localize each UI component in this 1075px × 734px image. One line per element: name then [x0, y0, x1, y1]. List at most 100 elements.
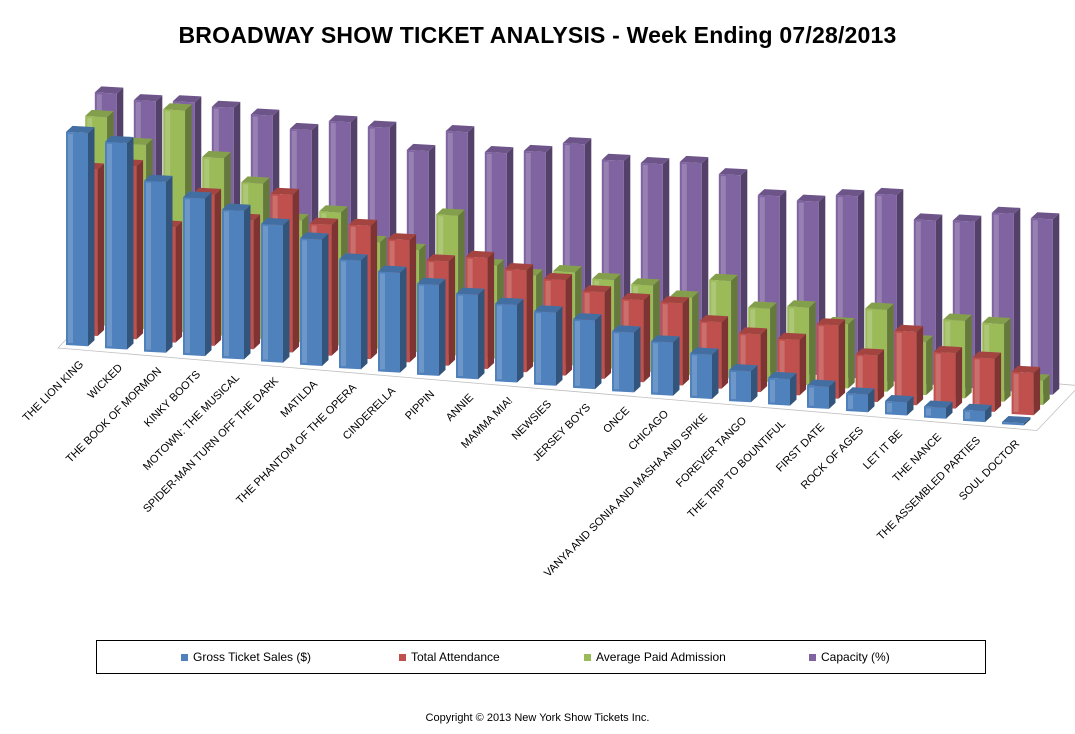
bar-side-face [439, 278, 446, 376]
bar-highlight [848, 395, 853, 409]
legend-swatch-gross [181, 654, 188, 661]
bar-side-face [838, 319, 846, 399]
bar-highlight [185, 199, 190, 353]
bar-highlight [146, 182, 151, 350]
bar-top-face [972, 351, 1002, 359]
bar-highlight [837, 197, 843, 376]
bar-side-face [1052, 213, 1060, 395]
bar-side-face [127, 137, 134, 350]
bar-top-face [582, 285, 612, 293]
bar-top-face [417, 277, 446, 285]
bar-1-21 [846, 387, 875, 413]
legend-item-gross: Gross Ticket Sales ($) [181, 650, 311, 664]
bar-top-face [924, 400, 953, 408]
bar-front-face [729, 370, 751, 403]
bar-top-face [729, 364, 758, 372]
bar-highlight [740, 335, 746, 389]
bar-top-face [163, 103, 192, 111]
bar-front-face [183, 197, 205, 357]
bar-1-6 [261, 217, 290, 363]
legend-item-average-paid: Average Paid Admission [584, 650, 726, 664]
bar-front-face [339, 259, 361, 370]
bar-side-face [701, 157, 709, 366]
copyright-footer: Copyright © 2013 New York Show Tickets I… [425, 712, 650, 724]
category-label: THE LION KING [21, 359, 87, 425]
bar-side-face [946, 401, 953, 419]
bar-top-face [651, 335, 680, 343]
bar-side-face [935, 214, 943, 385]
bar-1-4 [183, 191, 212, 357]
bar-highlight [458, 295, 463, 376]
bar-side-face [848, 318, 855, 389]
legend-label-average-paid: Average Paid Admission [596, 650, 726, 664]
bar-top-face [105, 135, 134, 143]
bar-side-face [751, 365, 758, 403]
bar-front-face [456, 293, 478, 380]
bar-top-face [289, 122, 319, 131]
bar-front-face [885, 401, 907, 416]
bar-top-face [504, 263, 534, 271]
bar-highlight [887, 403, 892, 413]
bar-side-face [955, 347, 963, 409]
bar-side-face [857, 190, 865, 379]
bar-top-face [631, 278, 660, 286]
bar-2-25 [1011, 365, 1041, 416]
bar-top-face [601, 153, 631, 161]
bar-highlight [1032, 220, 1038, 392]
bar-top-face [270, 187, 300, 195]
bar-top-face [211, 100, 241, 108]
bar-top-face [874, 187, 904, 196]
legend-item-attendance: Total Attendance [399, 650, 500, 664]
legend-swatch-average-paid [584, 654, 591, 661]
bar-front-face [573, 319, 595, 390]
bar-top-face [982, 316, 1011, 324]
bar-highlight [1013, 373, 1019, 412]
bar-front-face [933, 351, 956, 409]
bar-front-face [846, 393, 868, 413]
bar-front-face [222, 209, 244, 360]
bar-top-face [445, 125, 475, 133]
legend-label-attendance: Total Attendance [411, 650, 500, 664]
bar-highlight [720, 176, 726, 366]
bar-top-face [484, 146, 514, 154]
bar-top-face [66, 125, 95, 134]
category-label: LET IT BE [861, 428, 905, 472]
bar-top-face [241, 176, 270, 184]
bar-top-face [835, 189, 865, 197]
chart-bars [66, 86, 1060, 426]
bar-front-face [972, 357, 995, 412]
bar-highlight [419, 285, 424, 373]
bar-side-face [779, 190, 787, 372]
bar-highlight [770, 379, 775, 403]
bar-highlight [497, 305, 502, 380]
bar-1-3 [144, 174, 173, 353]
legend-item-capacity: Capacity (%) [809, 650, 890, 664]
bar-top-face [250, 108, 280, 116]
bar-top-face [328, 115, 358, 123]
bar-front-face [1002, 422, 1024, 426]
bar-1-13 [534, 305, 563, 386]
bar-front-face [612, 331, 634, 393]
bar-side-face [965, 314, 972, 399]
bar-top-face [865, 302, 894, 310]
bar-side-face [974, 215, 982, 389]
category-label: ANNIE [444, 392, 476, 424]
bar-side-face [205, 192, 212, 357]
bar-top-face [406, 143, 436, 152]
bar-top-face [94, 86, 124, 94]
bar-top-face [183, 191, 212, 199]
bar-1-10 [417, 277, 446, 376]
bar-side-face [292, 188, 300, 353]
bar-highlight [536, 313, 541, 383]
bar-highlight [263, 225, 268, 360]
bar-front-face [1030, 218, 1053, 395]
bar-front-face [807, 385, 829, 409]
bar-highlight [642, 165, 648, 359]
bar-side-face [868, 388, 875, 413]
bar-top-face [807, 379, 836, 387]
bar-side-face [556, 306, 563, 386]
bar-side-face [712, 348, 719, 399]
bar-side-face [926, 335, 933, 396]
bar-1-2 [105, 135, 134, 350]
bar-top-face [144, 174, 173, 182]
